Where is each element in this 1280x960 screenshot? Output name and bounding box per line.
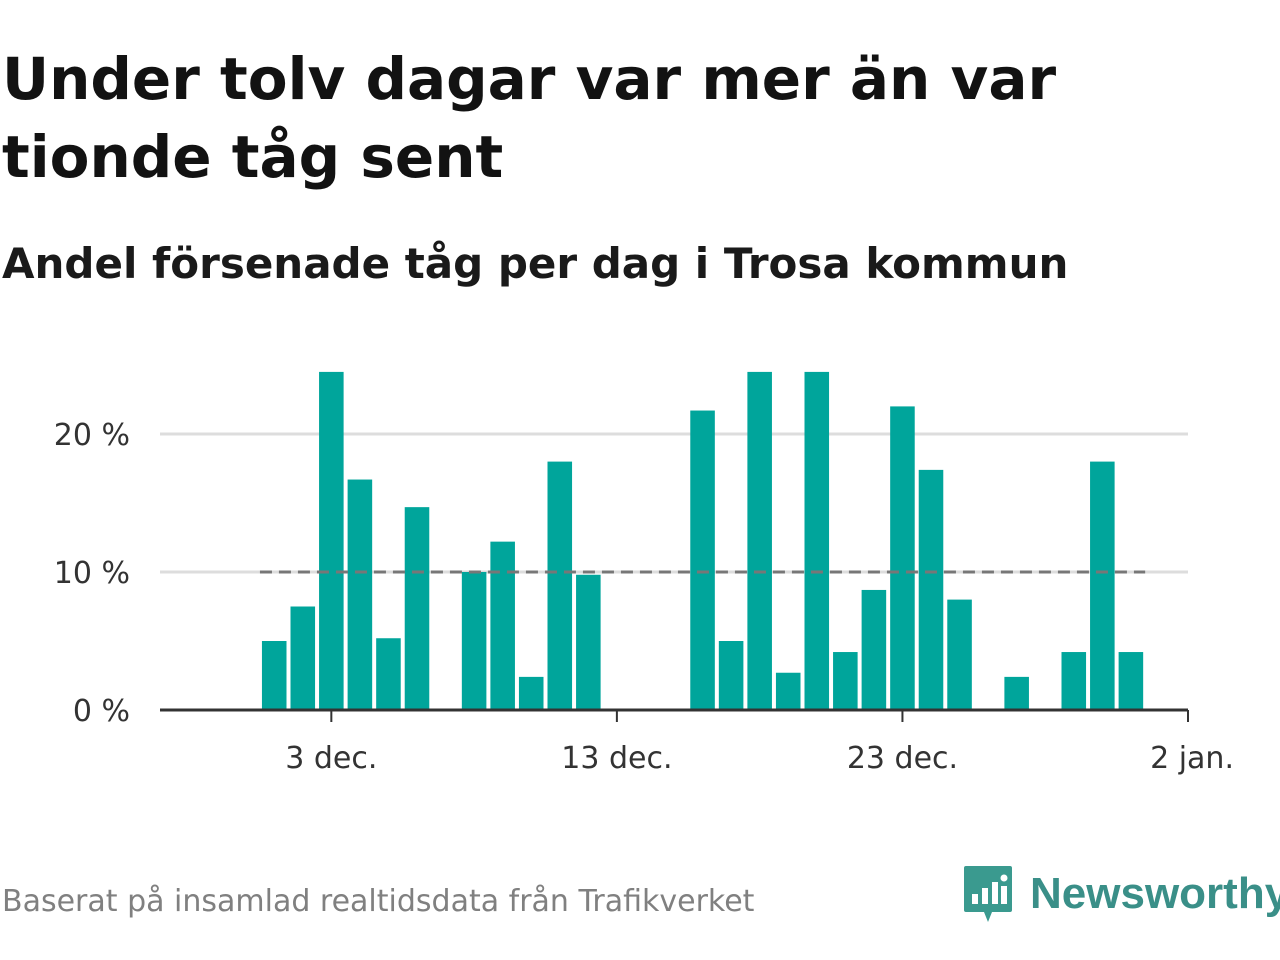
x-tick-label: 3 dec. (285, 741, 377, 776)
bar (376, 638, 401, 710)
gridlines (160, 432, 1188, 574)
bar (1090, 461, 1115, 710)
bar (718, 641, 744, 710)
x-tick-label: 2 jan. (1150, 741, 1234, 776)
bar (290, 606, 316, 710)
brand-name: Newsworthy (1030, 869, 1280, 918)
brand-logo[interactable]: Newsworthy (962, 864, 1280, 924)
bar (261, 641, 287, 710)
bar (347, 479, 373, 710)
bar (1061, 652, 1087, 710)
bar (518, 676, 544, 710)
newsworthy-logo-icon (964, 866, 1012, 922)
bar (918, 469, 944, 710)
bar (861, 589, 887, 710)
bar-chart: 0 % 10 % 20 % 3 dec. 13 dec. 23 dec. 2 jan. (54, 371, 1234, 776)
bar (576, 574, 601, 710)
y-tick-label: 20 % (54, 418, 130, 453)
bar (319, 371, 344, 710)
bar (404, 507, 430, 710)
bar (547, 461, 573, 710)
x-tick-label: 13 dec. (561, 741, 672, 776)
bars (261, 371, 1144, 710)
bar (747, 371, 772, 710)
bar (690, 410, 715, 710)
y-tick-label: 10 % (54, 556, 130, 591)
bar (461, 572, 487, 710)
chart-subtitle: Andel försenade tåg per dag i Trosa komm… (2, 239, 1069, 288)
x-tick-label: 23 dec. (847, 741, 958, 776)
bar (1118, 652, 1144, 710)
bar (490, 541, 515, 710)
bar (1004, 676, 1029, 710)
y-tick-label: 0 % (73, 694, 130, 729)
x-axis (160, 708, 1189, 722)
bar (833, 652, 858, 710)
y-tick-labels: 0 % 10 % 20 % (54, 418, 130, 729)
bar (890, 406, 915, 710)
chart-title: Under tolv dagar var mer än var tionde t… (2, 45, 1057, 191)
x-tick-labels: 3 dec. 13 dec. 23 dec. 2 jan. (285, 741, 1234, 776)
bar (947, 599, 972, 710)
bar (775, 672, 801, 710)
bar (804, 371, 830, 710)
source-note: Baserat på insamlad realtidsdata från Tr… (2, 884, 755, 919)
